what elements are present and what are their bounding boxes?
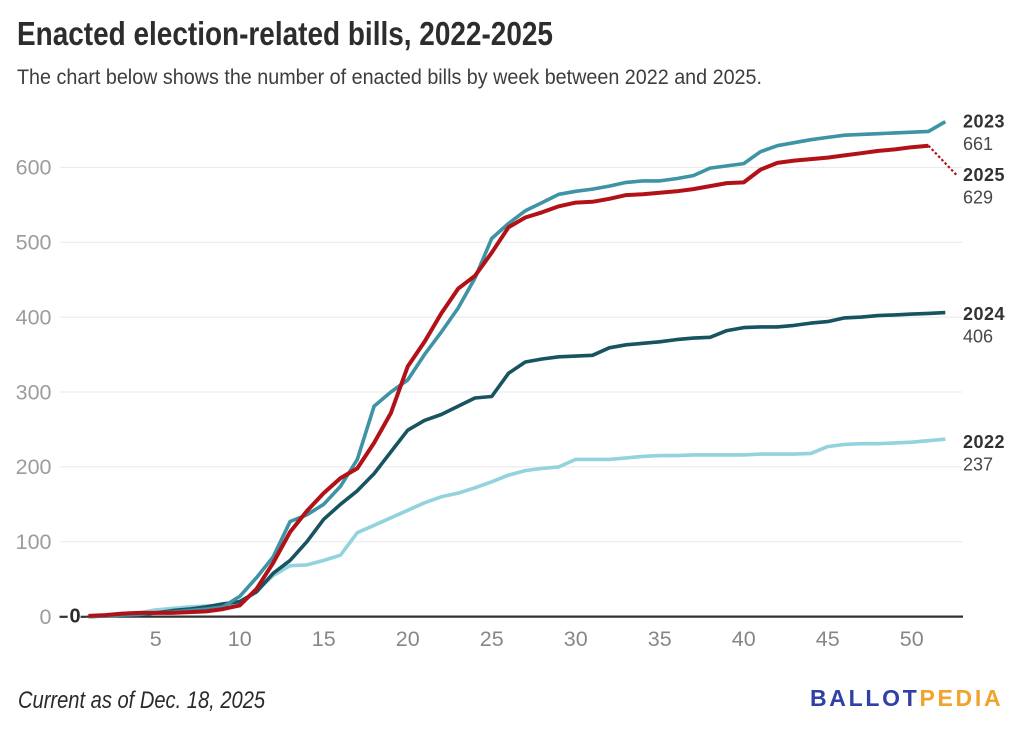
svg-text:40: 40 xyxy=(732,627,756,651)
svg-text:100: 100 xyxy=(16,530,52,554)
svg-text:50: 50 xyxy=(900,627,924,651)
svg-text:30: 30 xyxy=(564,627,588,651)
svg-text:20: 20 xyxy=(396,627,420,651)
svg-text:10: 10 xyxy=(228,627,252,651)
svg-text:500: 500 xyxy=(16,231,52,255)
svg-text:2025: 2025 xyxy=(963,165,1005,185)
svg-text:0: 0 xyxy=(40,605,52,629)
svg-text:200: 200 xyxy=(16,455,52,479)
svg-text:406: 406 xyxy=(963,327,993,347)
svg-text:600: 600 xyxy=(16,156,52,180)
svg-text:629: 629 xyxy=(963,188,993,208)
svg-text:25: 25 xyxy=(480,627,504,651)
svg-text:2024: 2024 xyxy=(963,304,1005,324)
svg-text:300: 300 xyxy=(16,380,52,404)
svg-text:2022: 2022 xyxy=(963,432,1005,452)
svg-text:15: 15 xyxy=(312,627,336,651)
svg-text:661: 661 xyxy=(963,134,993,154)
svg-text:35: 35 xyxy=(648,627,672,651)
svg-text:2023: 2023 xyxy=(963,112,1005,132)
svg-text:237: 237 xyxy=(963,455,993,475)
svg-text:400: 400 xyxy=(16,305,52,329)
svg-text:5: 5 xyxy=(150,627,162,651)
svg-text:0: 0 xyxy=(70,606,81,628)
svg-text:45: 45 xyxy=(816,627,840,651)
